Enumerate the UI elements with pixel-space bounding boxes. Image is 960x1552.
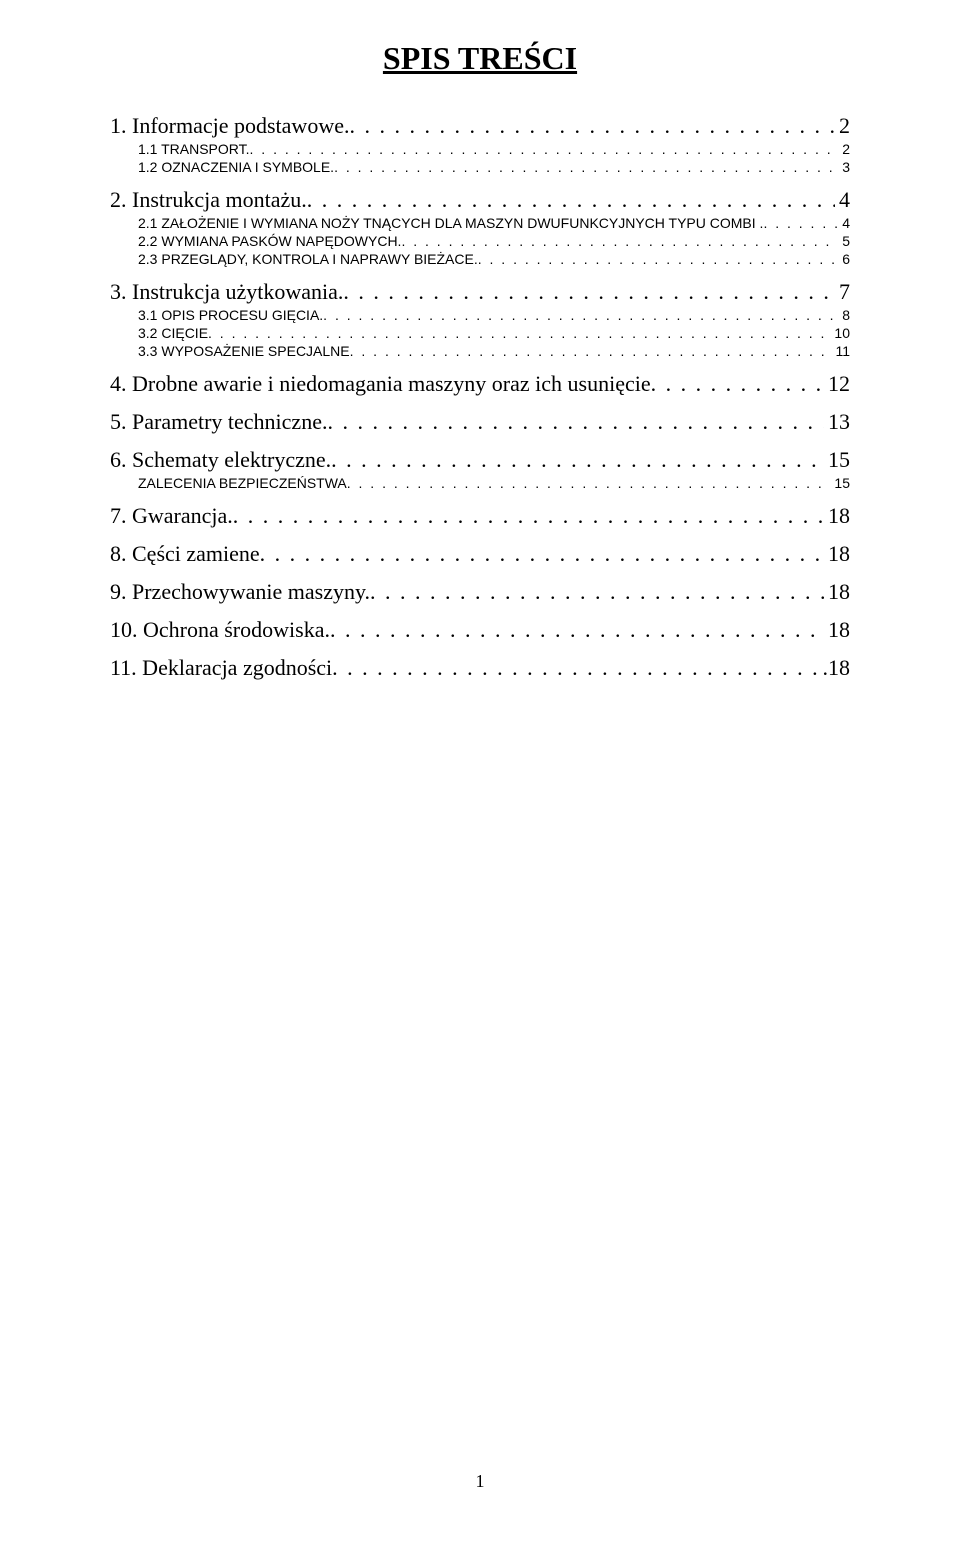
toc-entry: 2.3 PRZEGLĄDY, KONTROLA I NAPRAWY BIEŻAC… [110,251,850,267]
toc-entry-label: 1. Informacje podstawowe. [110,113,349,139]
toc-entry-page: 5 [838,233,850,249]
toc-entry-page: 12 [824,371,850,397]
toc-entry: 9. Przechowywanie maszyny. 18 [110,579,850,605]
toc-entry-label: 2.2 WYMIANA PASKÓW NAPĘDOWYCH. [138,233,401,249]
toc-entry: 2.1 ZAŁOŻENIE I WYMIANA NOŻY TNĄCYCH DLA… [110,215,850,231]
toc-entry-label: 3. Instrukcja użytkowania. [110,279,343,305]
toc-dots [343,279,835,305]
toc-entry: 5. Parametry techniczne. 13 [110,409,850,435]
toc-dots [250,141,839,157]
toc-dots [334,159,838,175]
toc-entry-label: 11. Deklaracja zgodności [110,655,332,681]
toc-dots [208,325,830,341]
toc-dots [327,409,824,435]
toc-dots [323,307,838,323]
toc-dots [347,475,831,491]
toc-entry-page: 10 [830,325,850,341]
page-title: SPIS TREŚCI [110,40,850,77]
toc-entry-page: 15 [824,447,850,473]
toc-dots [307,187,835,213]
toc-dots [233,503,824,529]
document-page: SPIS TREŚCI 1. Informacje podstawowe.21.… [0,0,960,1552]
toc-entry-label: 6. Schematy elektryczne. [110,447,331,473]
toc-entry-page: 8 [838,307,850,323]
toc-entry-page: 18 [824,579,850,605]
toc-entry-page: 11 [831,343,850,359]
toc-entry-page: .18 [819,655,851,681]
toc-dots [331,447,824,473]
toc-entry-page: 2 [838,141,850,157]
toc-entry-page: 6 [838,251,850,267]
toc-dots [350,343,832,359]
toc-entry: 4. Drobne awarie i niedomagania maszyny … [110,371,850,397]
toc-dots [349,113,835,139]
toc-entry-label: 10. Ochrona środowiska. [110,617,330,643]
toc-dots [260,541,824,567]
toc-entry: 1.2 OZNACZENIA I SYMBOLE. 3 [110,159,850,175]
toc-entry-label: 2. Instrukcja montażu. [110,187,307,213]
toc-entry: ZALECENIA BEZPIECZEŃSTWA 15 [110,475,850,491]
toc-entry: 7. Gwarancja. 18 [110,503,850,529]
toc-entry-page: 18 [824,503,850,529]
toc-entry-label: 2.3 PRZEGLĄDY, KONTROLA I NAPRAWY BIEŻAC… [138,251,478,267]
toc-entry: 2. Instrukcja montażu. 4 [110,187,850,213]
toc-entry-label: 8. Cęści zamiene [110,541,260,567]
toc-dots [332,655,818,681]
toc-entry-label: 2.1 ZAŁOŻENIE I WYMIANA NOŻY TNĄCYCH DLA… [138,215,763,231]
toc-entry-page: 2 [835,113,850,139]
toc-entry: 3.2 CIĘCIE 10 [110,325,850,341]
page-number: 1 [0,1471,960,1492]
toc-entry-page: 13 [824,409,850,435]
toc-dots [330,617,824,643]
toc-entry-page: 3 [838,159,850,175]
toc-entry: 11. Deklaracja zgodności .18 [110,655,850,681]
toc-entry-page: 15 [830,475,850,491]
toc-entry: 10. Ochrona środowiska. 18 [110,617,850,643]
toc-container: 1. Informacje podstawowe.21.1 TRANSPORT.… [110,113,850,681]
toc-entry-label: 5. Parametry techniczne. [110,409,327,435]
toc-entry-page: 7 [835,279,850,305]
toc-entry-label: 3.1 OPIS PROCESU GIĘCIA. [138,307,323,323]
toc-entry: 1.1 TRANSPORT. 2 [110,141,850,157]
toc-entry-page: 4 [838,215,850,231]
toc-entry-label: ZALECENIA BEZPIECZEŃSTWA [138,475,347,491]
toc-entry: 3.3 WYPOSAŻENIE SPECJALNE 11 [110,343,850,359]
toc-entry: 8. Cęści zamiene 18 [110,541,850,567]
toc-dots [478,251,838,267]
toc-dots [370,579,824,605]
toc-entry-label: 1.2 OZNACZENIA I SYMBOLE. [138,159,334,175]
toc-entry-label: 4. Drobne awarie i niedomagania maszyny … [110,371,651,397]
toc-entry: 1. Informacje podstawowe. 2 [110,113,850,139]
toc-entry: 6. Schematy elektryczne. 15 [110,447,850,473]
toc-dots [651,371,824,397]
toc-dots [401,233,838,249]
toc-entry-label: 1.1 TRANSPORT. [138,141,250,157]
toc-entry-page: 18 [824,617,850,643]
toc-entry-page: 18 [824,541,850,567]
toc-entry-label: 7. Gwarancja. [110,503,233,529]
toc-entry-label: 3.2 CIĘCIE [138,325,208,341]
toc-entry: 3.1 OPIS PROCESU GIĘCIA. 8 [110,307,850,323]
toc-entry-label: 3.3 WYPOSAŻENIE SPECJALNE [138,343,350,359]
toc-entry: 3. Instrukcja użytkowania. 7 [110,279,850,305]
toc-entry-label: 9. Przechowywanie maszyny. [110,579,370,605]
toc-entry: 2.2 WYMIANA PASKÓW NAPĘDOWYCH. 5 [110,233,850,249]
toc-dots [763,215,838,231]
toc-entry-page: 4 [835,187,850,213]
